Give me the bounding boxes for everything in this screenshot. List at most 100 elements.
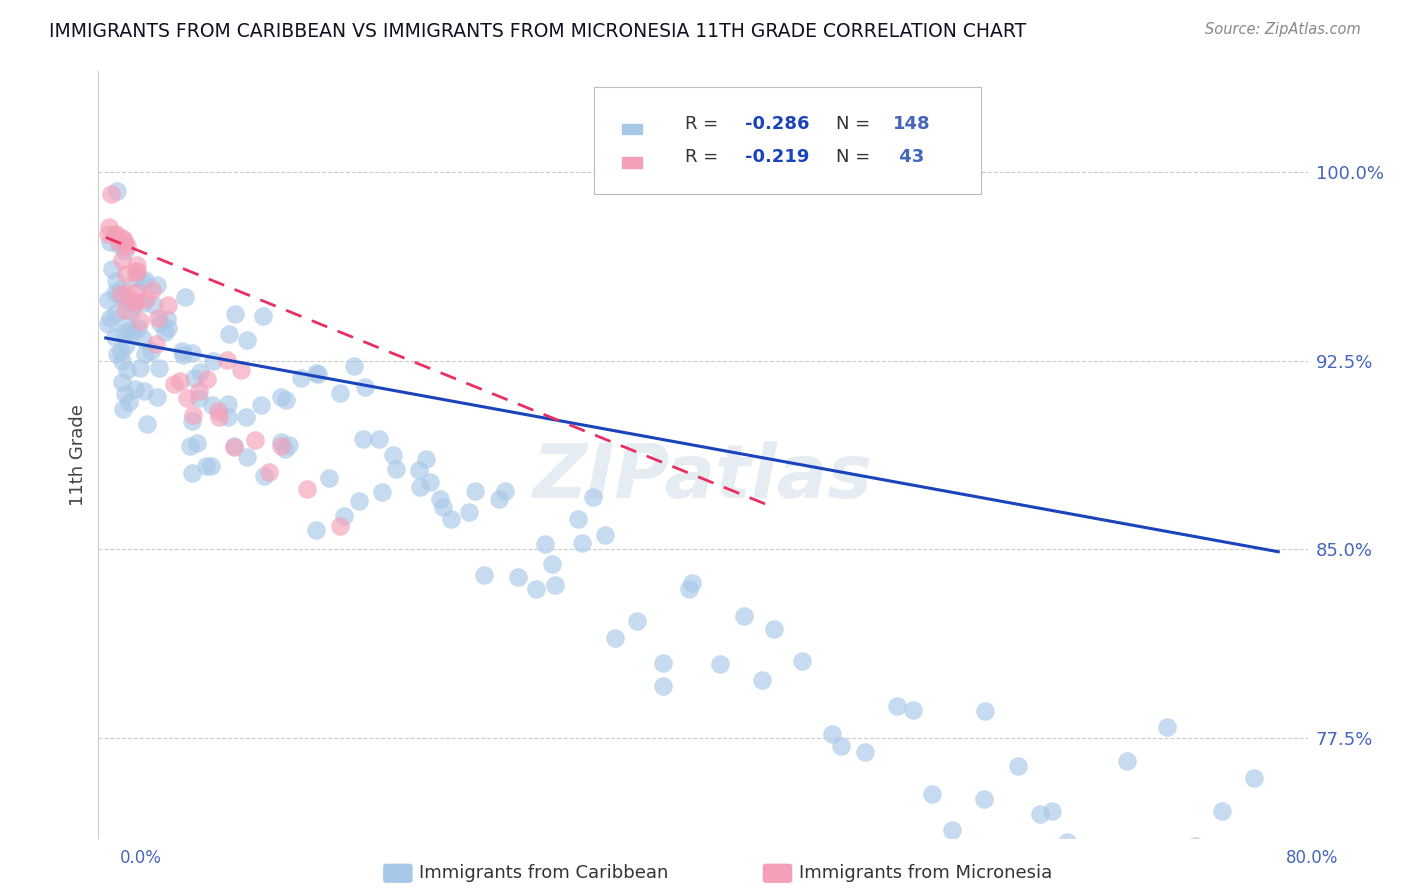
Point: [458, 505, 481, 519]
Point: [128, 360, 150, 375]
Point: [678, 582, 700, 596]
Point: [235, 409, 257, 424]
Point: [115, 268, 138, 282]
Point: [122, 325, 145, 339]
Point: [179, 439, 201, 453]
Point: [236, 450, 259, 464]
Point: [108, 286, 131, 301]
Point: [104, 227, 127, 242]
Point: [111, 353, 134, 368]
Point: [534, 536, 557, 550]
Point: [921, 787, 943, 801]
Point: [111, 231, 134, 245]
Point: [1056, 835, 1078, 849]
Point: [176, 391, 198, 405]
Point: [143, 298, 166, 312]
Text: N =: N =: [837, 148, 876, 166]
Text: -0.219: -0.219: [745, 148, 810, 166]
Point: [201, 398, 224, 412]
Point: [135, 417, 157, 432]
Point: [626, 614, 648, 628]
Point: [224, 307, 246, 321]
Point: [821, 727, 844, 741]
Point: [419, 475, 441, 489]
Point: [156, 321, 179, 335]
Point: [541, 557, 564, 571]
Point: [104, 285, 127, 300]
Point: [1156, 720, 1178, 734]
Point: [830, 739, 852, 753]
Point: [132, 384, 155, 398]
Point: [105, 347, 128, 361]
Point: [183, 371, 205, 385]
Point: [134, 273, 156, 287]
Point: [217, 409, 239, 424]
Point: [329, 518, 352, 533]
Point: [1243, 772, 1265, 786]
Point: [110, 343, 132, 358]
Point: [270, 439, 292, 453]
Point: [108, 237, 131, 252]
Point: [125, 271, 148, 285]
Point: [110, 282, 132, 296]
Text: ZIPatlas: ZIPatlas: [533, 442, 873, 515]
Point: [125, 265, 148, 279]
Point: [543, 578, 565, 592]
Y-axis label: 11th Grade: 11th Grade: [69, 404, 87, 506]
Point: [120, 304, 142, 318]
Point: [115, 285, 138, 300]
Text: Immigrants from Caribbean: Immigrants from Caribbean: [419, 864, 668, 882]
Point: [200, 459, 222, 474]
Point: [582, 490, 605, 504]
Point: [494, 484, 516, 499]
Point: [188, 365, 211, 379]
Point: [472, 568, 495, 582]
Point: [245, 433, 267, 447]
Point: [181, 414, 204, 428]
Point: [172, 348, 194, 362]
Point: [103, 330, 125, 344]
Point: [253, 468, 276, 483]
Point: [408, 463, 430, 477]
Text: 80.0%: 80.0%: [1286, 849, 1339, 867]
Point: [125, 258, 148, 272]
Point: [156, 312, 179, 326]
Text: 43: 43: [893, 148, 924, 166]
Point: [385, 462, 408, 476]
Point: [941, 822, 963, 837]
Point: [97, 293, 120, 308]
Point: [163, 376, 186, 391]
Point: [149, 316, 172, 330]
Point: [114, 291, 136, 305]
Point: [100, 187, 122, 202]
Point: [651, 656, 673, 670]
Point: [464, 483, 486, 498]
Point: [98, 235, 121, 249]
Point: [382, 448, 405, 462]
Point: [409, 480, 432, 494]
Point: [111, 252, 134, 267]
Point: [297, 482, 319, 496]
Point: [105, 227, 128, 241]
Point: [332, 508, 354, 523]
Point: [104, 306, 127, 320]
Point: [709, 657, 731, 671]
Point: [98, 310, 121, 325]
Point: [153, 325, 176, 339]
Point: [112, 326, 135, 340]
Point: [429, 491, 451, 506]
Point: [157, 298, 180, 312]
Text: R =: R =: [685, 148, 724, 166]
Point: [181, 408, 204, 422]
Point: [112, 234, 135, 248]
Point: [290, 371, 312, 385]
Point: [132, 275, 155, 289]
Point: [329, 386, 352, 401]
Point: [110, 288, 132, 302]
Point: [118, 394, 141, 409]
Point: [886, 699, 908, 714]
Point: [114, 294, 136, 309]
Point: [415, 451, 437, 466]
Point: [114, 244, 136, 258]
Point: [117, 238, 139, 252]
